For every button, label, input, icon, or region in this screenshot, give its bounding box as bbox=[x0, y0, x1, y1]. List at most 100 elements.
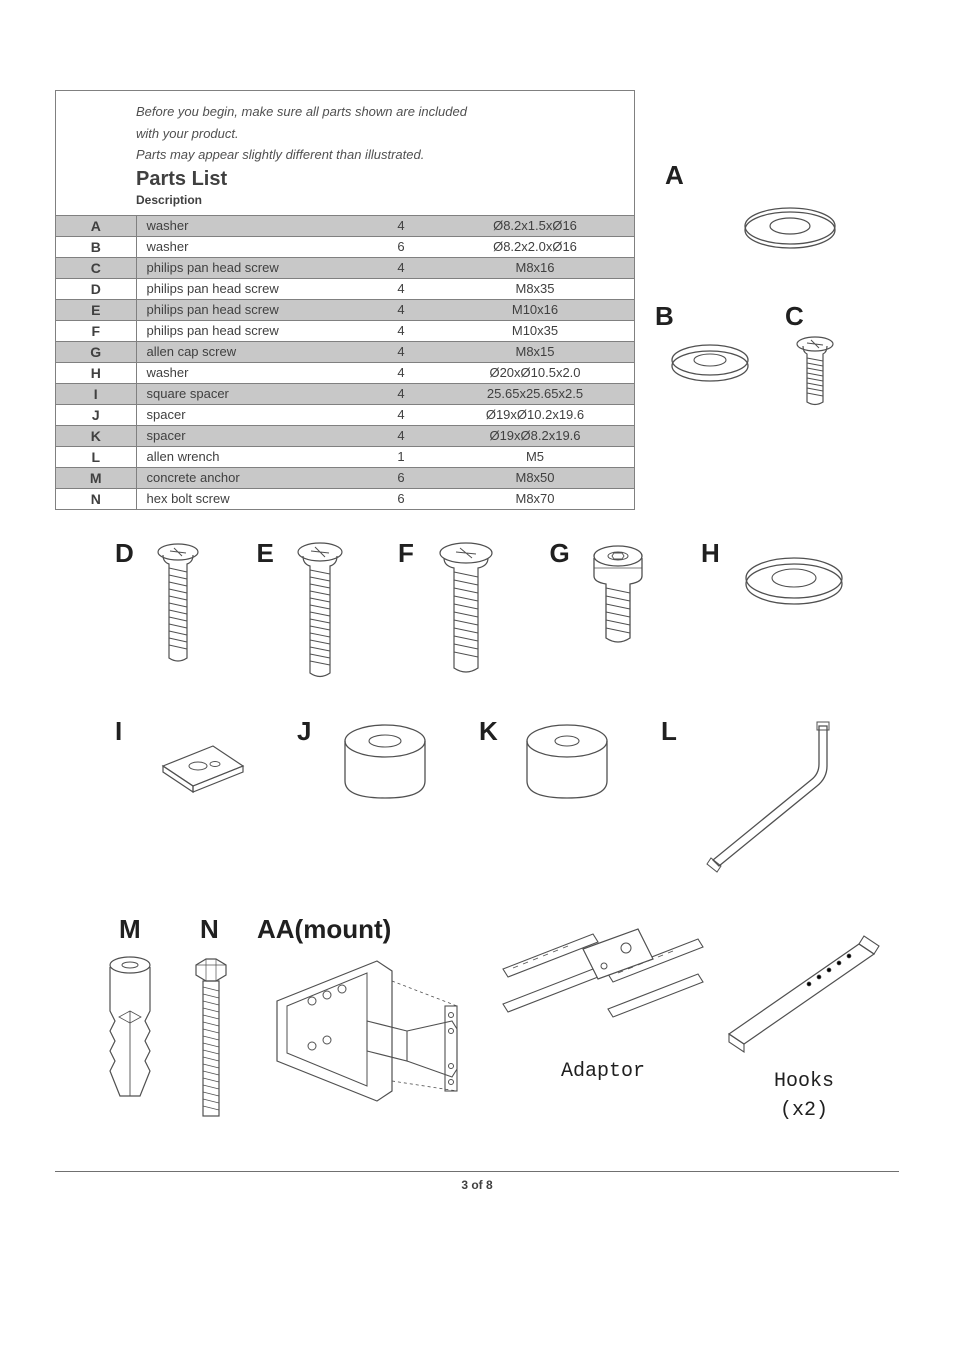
intro-text-2: with your product. bbox=[136, 125, 622, 143]
cell-qty: 4 bbox=[366, 278, 436, 299]
cell-desc: allen wrench bbox=[136, 446, 366, 467]
cell-size: Ø8.2x1.5xØ16 bbox=[436, 215, 634, 236]
cell-letter: F bbox=[56, 320, 136, 341]
anchor-m-icon bbox=[95, 951, 165, 1111]
cell-qty: 4 bbox=[366, 341, 436, 362]
adaptor-icon bbox=[498, 914, 708, 1054]
cell-qty: 4 bbox=[366, 215, 436, 236]
table-row: Jspacer4Ø19xØ10.2x19.6 bbox=[56, 404, 634, 425]
page-footer: 3 of 8 bbox=[55, 1171, 899, 1192]
cell-desc: philips pan head screw bbox=[136, 278, 366, 299]
cell-size: M8x16 bbox=[436, 257, 634, 278]
parts-list-title: Parts List bbox=[136, 168, 622, 191]
cell-letter: I bbox=[56, 383, 136, 404]
parts-table: Awasher4Ø8.2x1.5xØ16Bwasher6Ø8.2x2.0xØ16… bbox=[56, 215, 634, 509]
cell-size: M8x50 bbox=[436, 467, 634, 488]
cell-size: Ø20xØ10.5x2.0 bbox=[436, 362, 634, 383]
label-g: G bbox=[550, 538, 572, 569]
page: Before you begin, make sure all parts sh… bbox=[0, 0, 954, 1232]
cell-size: M5 bbox=[436, 446, 634, 467]
cell-qty: 4 bbox=[366, 404, 436, 425]
screw-d-icon bbox=[143, 538, 213, 678]
cell-size: M10x35 bbox=[436, 320, 634, 341]
cell-size: M8x70 bbox=[436, 488, 634, 509]
cell-letter: M bbox=[56, 467, 136, 488]
top-row: Before you begin, make sure all parts sh… bbox=[55, 90, 899, 510]
cell-desc: allen cap screw bbox=[136, 341, 366, 362]
cell-size: Ø19xØ10.2x19.6 bbox=[436, 404, 634, 425]
side-illustrations: A B C bbox=[655, 90, 899, 422]
illus-row-1: D E bbox=[55, 538, 899, 688]
table-row: Awasher4Ø8.2x1.5xØ16 bbox=[56, 215, 634, 236]
label-hooks-qty: (x2) bbox=[780, 1099, 828, 1122]
table-row: Nhex bolt screw6M8x70 bbox=[56, 488, 634, 509]
cell-letter: D bbox=[56, 278, 136, 299]
cell-desc: spacer bbox=[136, 404, 366, 425]
table-row: Hwasher4Ø20xØ10.5x2.0 bbox=[56, 362, 634, 383]
table-header: Before you begin, make sure all parts sh… bbox=[56, 91, 634, 215]
cell-desc: washer bbox=[136, 215, 366, 236]
label-d: D bbox=[115, 538, 137, 569]
label-h: H bbox=[701, 538, 723, 569]
cell-qty: 4 bbox=[366, 320, 436, 341]
illus-row-2: I J K L bbox=[55, 716, 899, 886]
allen-screw-g-icon bbox=[578, 538, 658, 658]
label-n: N bbox=[200, 914, 222, 945]
description-label: Description bbox=[136, 193, 622, 207]
cell-desc: washer bbox=[136, 236, 366, 257]
washer-a-icon bbox=[715, 191, 865, 261]
cell-qty: 4 bbox=[366, 425, 436, 446]
table-row: Kspacer4Ø19xØ8.2x19.6 bbox=[56, 425, 634, 446]
table-row: Dphilips pan head screw4M8x35 bbox=[56, 278, 634, 299]
cell-qty: 4 bbox=[366, 299, 436, 320]
washer-b-icon bbox=[655, 332, 765, 392]
table-row: Mconcrete anchor6M8x50 bbox=[56, 467, 634, 488]
screw-f-icon bbox=[426, 538, 506, 688]
washer-h-icon bbox=[729, 538, 859, 628]
cell-size: 25.65x25.65x2.5 bbox=[436, 383, 634, 404]
illus-row-3: M N bbox=[55, 914, 899, 1141]
cell-letter: G bbox=[56, 341, 136, 362]
square-spacer-i-icon bbox=[143, 716, 263, 816]
cell-desc: square spacer bbox=[136, 383, 366, 404]
screw-c-icon bbox=[785, 332, 845, 422]
cell-size: Ø19xØ8.2x19.6 bbox=[436, 425, 634, 446]
cell-qty: 6 bbox=[366, 236, 436, 257]
cell-desc: philips pan head screw bbox=[136, 257, 366, 278]
cell-letter: A bbox=[56, 215, 136, 236]
cell-qty: 4 bbox=[366, 383, 436, 404]
spacer-k-icon bbox=[507, 716, 627, 816]
cell-desc: philips pan head screw bbox=[136, 299, 366, 320]
intro-text-1: Before you begin, make sure all parts sh… bbox=[136, 103, 622, 121]
mount-aa-icon bbox=[257, 951, 487, 1141]
cell-letter: H bbox=[56, 362, 136, 383]
table-row: Fphilips pan head screw4M10x35 bbox=[56, 320, 634, 341]
table-row: Lallen wrench1M5 bbox=[56, 446, 634, 467]
cell-letter: J bbox=[56, 404, 136, 425]
cell-letter: E bbox=[56, 299, 136, 320]
label-k: K bbox=[479, 716, 501, 747]
label-hooks: Hooks bbox=[774, 1070, 834, 1093]
cell-size: Ø8.2x2.0xØ16 bbox=[436, 236, 634, 257]
table-row: Isquare spacer425.65x25.65x2.5 bbox=[56, 383, 634, 404]
cell-letter: B bbox=[56, 236, 136, 257]
label-b: B bbox=[655, 301, 674, 331]
intro-text-3: Parts may appear slightly different than… bbox=[136, 146, 622, 164]
label-l: L bbox=[661, 716, 683, 747]
cell-letter: N bbox=[56, 488, 136, 509]
cell-qty: 6 bbox=[366, 467, 436, 488]
label-c: C bbox=[785, 301, 804, 331]
label-a: A bbox=[665, 160, 684, 190]
label-e: E bbox=[257, 538, 279, 569]
label-adaptor: Adaptor bbox=[561, 1060, 645, 1083]
cell-qty: 1 bbox=[366, 446, 436, 467]
table-row: Ephilips pan head screw4M10x16 bbox=[56, 299, 634, 320]
cell-size: M8x35 bbox=[436, 278, 634, 299]
cell-desc: concrete anchor bbox=[136, 467, 366, 488]
table-row: Bwasher6Ø8.2x2.0xØ16 bbox=[56, 236, 634, 257]
cell-desc: philips pan head screw bbox=[136, 320, 366, 341]
parts-table-card: Before you begin, make sure all parts sh… bbox=[55, 90, 635, 510]
cell-letter: K bbox=[56, 425, 136, 446]
cell-size: M10x16 bbox=[436, 299, 634, 320]
hooks-icon bbox=[719, 914, 889, 1064]
